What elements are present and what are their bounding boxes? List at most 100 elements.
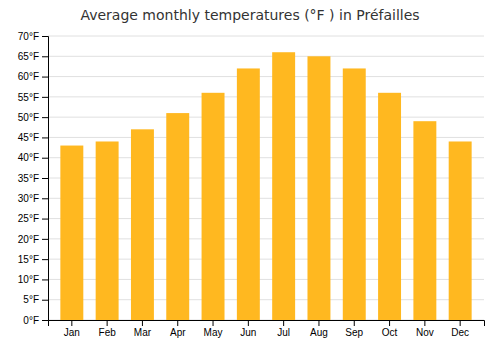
tick-mark [213, 320, 214, 326]
bar [60, 146, 83, 320]
tick-label: 70°F [18, 31, 39, 42]
tick: Feb [99, 320, 117, 338]
tick: May [204, 320, 223, 338]
tick-mark [42, 198, 48, 199]
bar [307, 56, 330, 320]
tick-mark [42, 97, 48, 98]
tick: 65°F [18, 51, 48, 62]
grid-line [48, 36, 484, 37]
tick-mark [42, 56, 48, 57]
tick-mark [71, 320, 72, 326]
tick-mark [42, 279, 48, 280]
tick-mark [177, 320, 178, 326]
tick: 25°F [18, 213, 48, 224]
tick: 50°F [18, 112, 48, 123]
tick: 5°F [23, 294, 48, 305]
x-axis: Jan Feb Mar Apr May Jun Jul Aug Sep Oct Nov Dec [49, 320, 485, 338]
grid-line [48, 76, 484, 77]
tick-mark [42, 158, 48, 159]
tick: 45°F [18, 132, 48, 143]
axis-line [42, 37, 49, 321]
tick: Oct [382, 320, 398, 338]
tick-label: Dec [451, 327, 469, 338]
tick-mark [42, 239, 48, 240]
bar [202, 93, 225, 320]
tick-label: 10°F [18, 274, 39, 285]
bar [378, 93, 401, 320]
tick-mark [318, 320, 319, 326]
tick-label: May [204, 327, 223, 338]
tick: 70°F [18, 31, 48, 42]
tick: Jun [240, 320, 256, 338]
tick-mark [42, 137, 48, 138]
tick-label: Feb [99, 327, 117, 338]
tick-label: Nov [416, 327, 434, 338]
tick-label: Jan [64, 327, 80, 338]
chart: 0°F 5°F 10°F 15°F 20°F 25°F 30°F 35°F 40°F 45°F 50… [0, 0, 500, 350]
tick-mark [42, 219, 48, 220]
bar [237, 68, 260, 320]
tick-label: 30°F [18, 193, 39, 204]
tick: Apr [170, 320, 186, 338]
tick-mark [248, 320, 249, 326]
tick-mark [354, 320, 355, 326]
tick-mark [283, 320, 284, 326]
tick: 55°F [18, 92, 48, 103]
tick: Nov [416, 320, 434, 338]
tick-mark [424, 320, 425, 326]
tick: 10°F [18, 274, 48, 285]
bar [166, 113, 189, 320]
plot: 0°F 5°F 10°F 15°F 20°F 25°F 30°F 35°F 40°F 45°F 50… [18, 31, 485, 338]
tick-mark [107, 320, 108, 326]
tick-label: 15°F [18, 254, 39, 265]
tick-mark [42, 36, 48, 37]
tick: Dec [451, 320, 469, 338]
axis-line [49, 321, 485, 327]
tick-label: Sep [345, 327, 363, 338]
tick: 0°F [23, 315, 48, 326]
tick-mark [42, 178, 48, 179]
tick-label: Aug [310, 327, 328, 338]
title: Average monthly temperatures (°F ) in Pr… [80, 7, 419, 23]
grid-line [48, 96, 484, 97]
tick-label: 25°F [18, 213, 39, 224]
bar [96, 141, 119, 320]
bar [131, 129, 154, 320]
tick-label: 5°F [23, 294, 39, 305]
tick-mark [42, 259, 48, 260]
tick: 40°F [18, 152, 48, 163]
tick-label: 40°F [18, 152, 39, 163]
tick-label: Jul [277, 327, 290, 338]
bars [60, 52, 471, 320]
tick-mark [460, 320, 461, 326]
tick-label: Mar [134, 327, 152, 338]
tick-mark [389, 320, 390, 326]
tick-label: 35°F [18, 173, 39, 184]
tick-mark [42, 300, 48, 301]
tick: 35°F [18, 173, 48, 184]
tick-mark [42, 320, 48, 321]
tick: Jan [64, 320, 80, 338]
tick-label: 50°F [18, 112, 39, 123]
grid-line [48, 117, 484, 118]
tick: Aug [310, 320, 328, 338]
tick-label: Oct [382, 327, 398, 338]
bar [272, 52, 295, 320]
bar [413, 121, 436, 320]
tick: 20°F [18, 234, 48, 245]
tick-label: Jun [240, 327, 256, 338]
tick-label: 20°F [18, 234, 39, 245]
tick-label: 60°F [18, 71, 39, 82]
tick-label: 45°F [18, 132, 39, 143]
bar [343, 68, 366, 320]
tick-mark [42, 117, 48, 118]
tick: 15°F [18, 254, 48, 265]
tick-label: 0°F [23, 315, 39, 326]
tick: Jul [277, 320, 290, 338]
tick: Sep [345, 320, 363, 338]
grid [48, 36, 484, 320]
bar [449, 141, 472, 320]
tick-label: 55°F [18, 92, 39, 103]
y-axis: 0°F 5°F 10°F 15°F 20°F 25°F 30°F 35°F 40°F 45°F 50… [18, 31, 49, 326]
tick: 30°F [18, 193, 48, 204]
